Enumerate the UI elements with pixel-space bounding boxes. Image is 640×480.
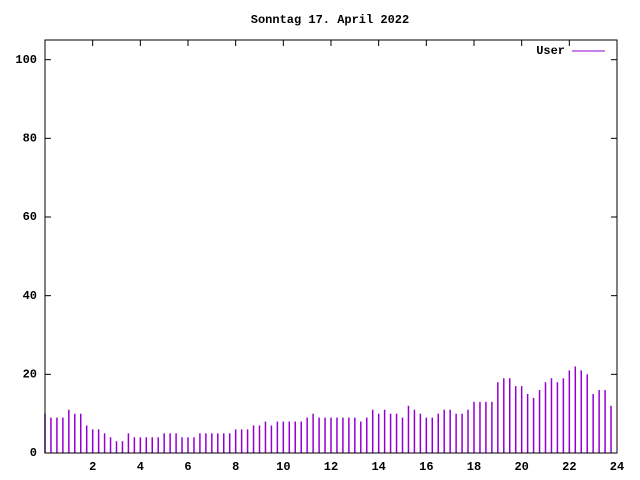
y-tick-label: 100 [15, 53, 37, 67]
x-tick-label: 22 [562, 460, 576, 474]
y-tick-label: 80 [23, 132, 37, 146]
y-tick-label: 60 [23, 210, 37, 224]
x-tick-label: 20 [514, 460, 528, 474]
x-tick-label: 12 [324, 460, 338, 474]
background [0, 0, 640, 480]
x-tick-label: 8 [232, 460, 239, 474]
x-tick-label: 16 [419, 460, 433, 474]
y-tick-label: 40 [23, 289, 37, 303]
x-tick-label: 10 [276, 460, 290, 474]
x-tick-label: 18 [467, 460, 481, 474]
legend-label: User [536, 44, 565, 58]
chart-title: Sonntag 17. April 2022 [251, 13, 409, 27]
x-tick-label: 14 [371, 460, 385, 474]
x-tick-label: 4 [137, 460, 144, 474]
x-tick-label: 6 [184, 460, 191, 474]
y-tick-label: 20 [23, 368, 37, 382]
chart: Sonntag 17. April 2022 02040608010024681… [0, 0, 640, 480]
x-tick-label: 2 [89, 460, 96, 474]
x-tick-label: 24 [610, 460, 624, 474]
y-tick-label: 0 [30, 446, 37, 460]
